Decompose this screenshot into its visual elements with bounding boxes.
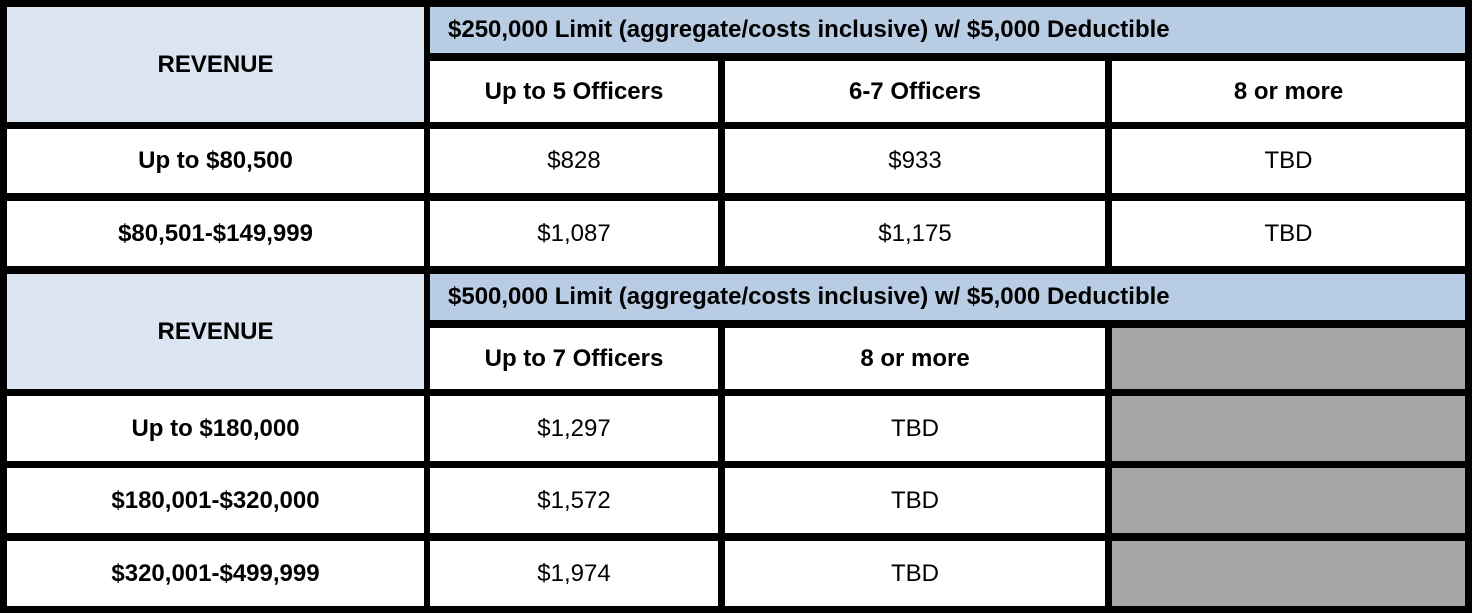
- revenue-row-label: $80,501-$149,999: [7, 201, 424, 266]
- price-cell: $1,974: [430, 541, 718, 606]
- revenue-label: REVENUE: [157, 50, 274, 78]
- revenue-range: $320,001-$499,999: [111, 559, 320, 587]
- column-header-label: 8 or more: [860, 344, 970, 372]
- price-cell: TBD: [725, 468, 1105, 533]
- empty-grey-cell: [1112, 468, 1465, 533]
- column-header-label: Up to 7 Officers: [484, 344, 664, 372]
- price-value: $1,175: [878, 219, 952, 247]
- column-header-label: Up to 5 Officers: [484, 77, 664, 105]
- price-cell: $933: [725, 129, 1105, 193]
- price-value: $1,974: [537, 559, 611, 587]
- price-cell: TBD: [1112, 129, 1465, 193]
- revenue-range: Up to $180,000: [131, 414, 300, 442]
- revenue-row-label: $320,001-$499,999: [7, 541, 424, 606]
- empty-grey-cell: [1112, 328, 1465, 389]
- empty-grey-cell: [1112, 396, 1465, 461]
- price-cell: $1,572: [430, 468, 718, 533]
- revenue-range: Up to $80,500: [138, 147, 293, 174]
- limit-header-500k: $500,000 Limit (aggregate/costs inclusiv…: [430, 274, 1465, 320]
- revenue-range: $180,001-$320,000: [111, 486, 320, 514]
- price-value: TBD: [891, 559, 939, 587]
- revenue-range: $80,501-$149,999: [118, 219, 313, 247]
- price-value: $828: [547, 147, 601, 174]
- column-header-cell: 6-7 Officers: [725, 61, 1105, 122]
- price-cell: $1,087: [430, 201, 718, 266]
- empty-grey-cell: [1112, 541, 1465, 606]
- price-cell: $1,175: [725, 201, 1105, 266]
- column-header-cell: 8 or more: [1112, 61, 1465, 122]
- price-value: $933: [888, 147, 942, 174]
- price-value: TBD: [1264, 219, 1313, 247]
- price-cell: $1,297: [430, 396, 718, 461]
- revenue-row-label: Up to $180,000: [7, 396, 424, 461]
- revenue-header-cell: REVENUE: [7, 7, 424, 122]
- revenue-header-cell: REVENUE: [7, 274, 424, 389]
- limit-header-text: $500,000 Limit (aggregate/costs inclusiv…: [448, 283, 1170, 310]
- price-cell: TBD: [725, 541, 1105, 606]
- column-header-label: 6-7 Officers: [848, 77, 982, 105]
- price-value: TBD: [891, 486, 939, 514]
- price-cell: TBD: [1112, 201, 1465, 266]
- column-header-cell: 8 or more: [725, 328, 1105, 389]
- limit-header-text: $250,000 Limit (aggregate/costs inclusiv…: [448, 16, 1170, 43]
- price-cell: TBD: [725, 396, 1105, 461]
- column-header-cell: Up to 5 Officers: [430, 61, 718, 122]
- price-value: $1,297: [537, 414, 611, 442]
- column-header-cell: Up to 7 Officers: [430, 328, 718, 389]
- price-value: TBD: [1264, 147, 1313, 174]
- price-value: $1,087: [537, 219, 611, 247]
- price-cell: $828: [430, 129, 718, 193]
- revenue-row-label: $180,001-$320,000: [7, 468, 424, 533]
- revenue-label: REVENUE: [157, 317, 274, 345]
- column-header-label: 8 or more: [1233, 77, 1344, 105]
- revenue-row-label: Up to $80,500: [7, 129, 424, 193]
- price-value: TBD: [891, 414, 939, 442]
- price-value: $1,572: [537, 486, 611, 514]
- limit-header-250k: $250,000 Limit (aggregate/costs inclusiv…: [430, 7, 1465, 53]
